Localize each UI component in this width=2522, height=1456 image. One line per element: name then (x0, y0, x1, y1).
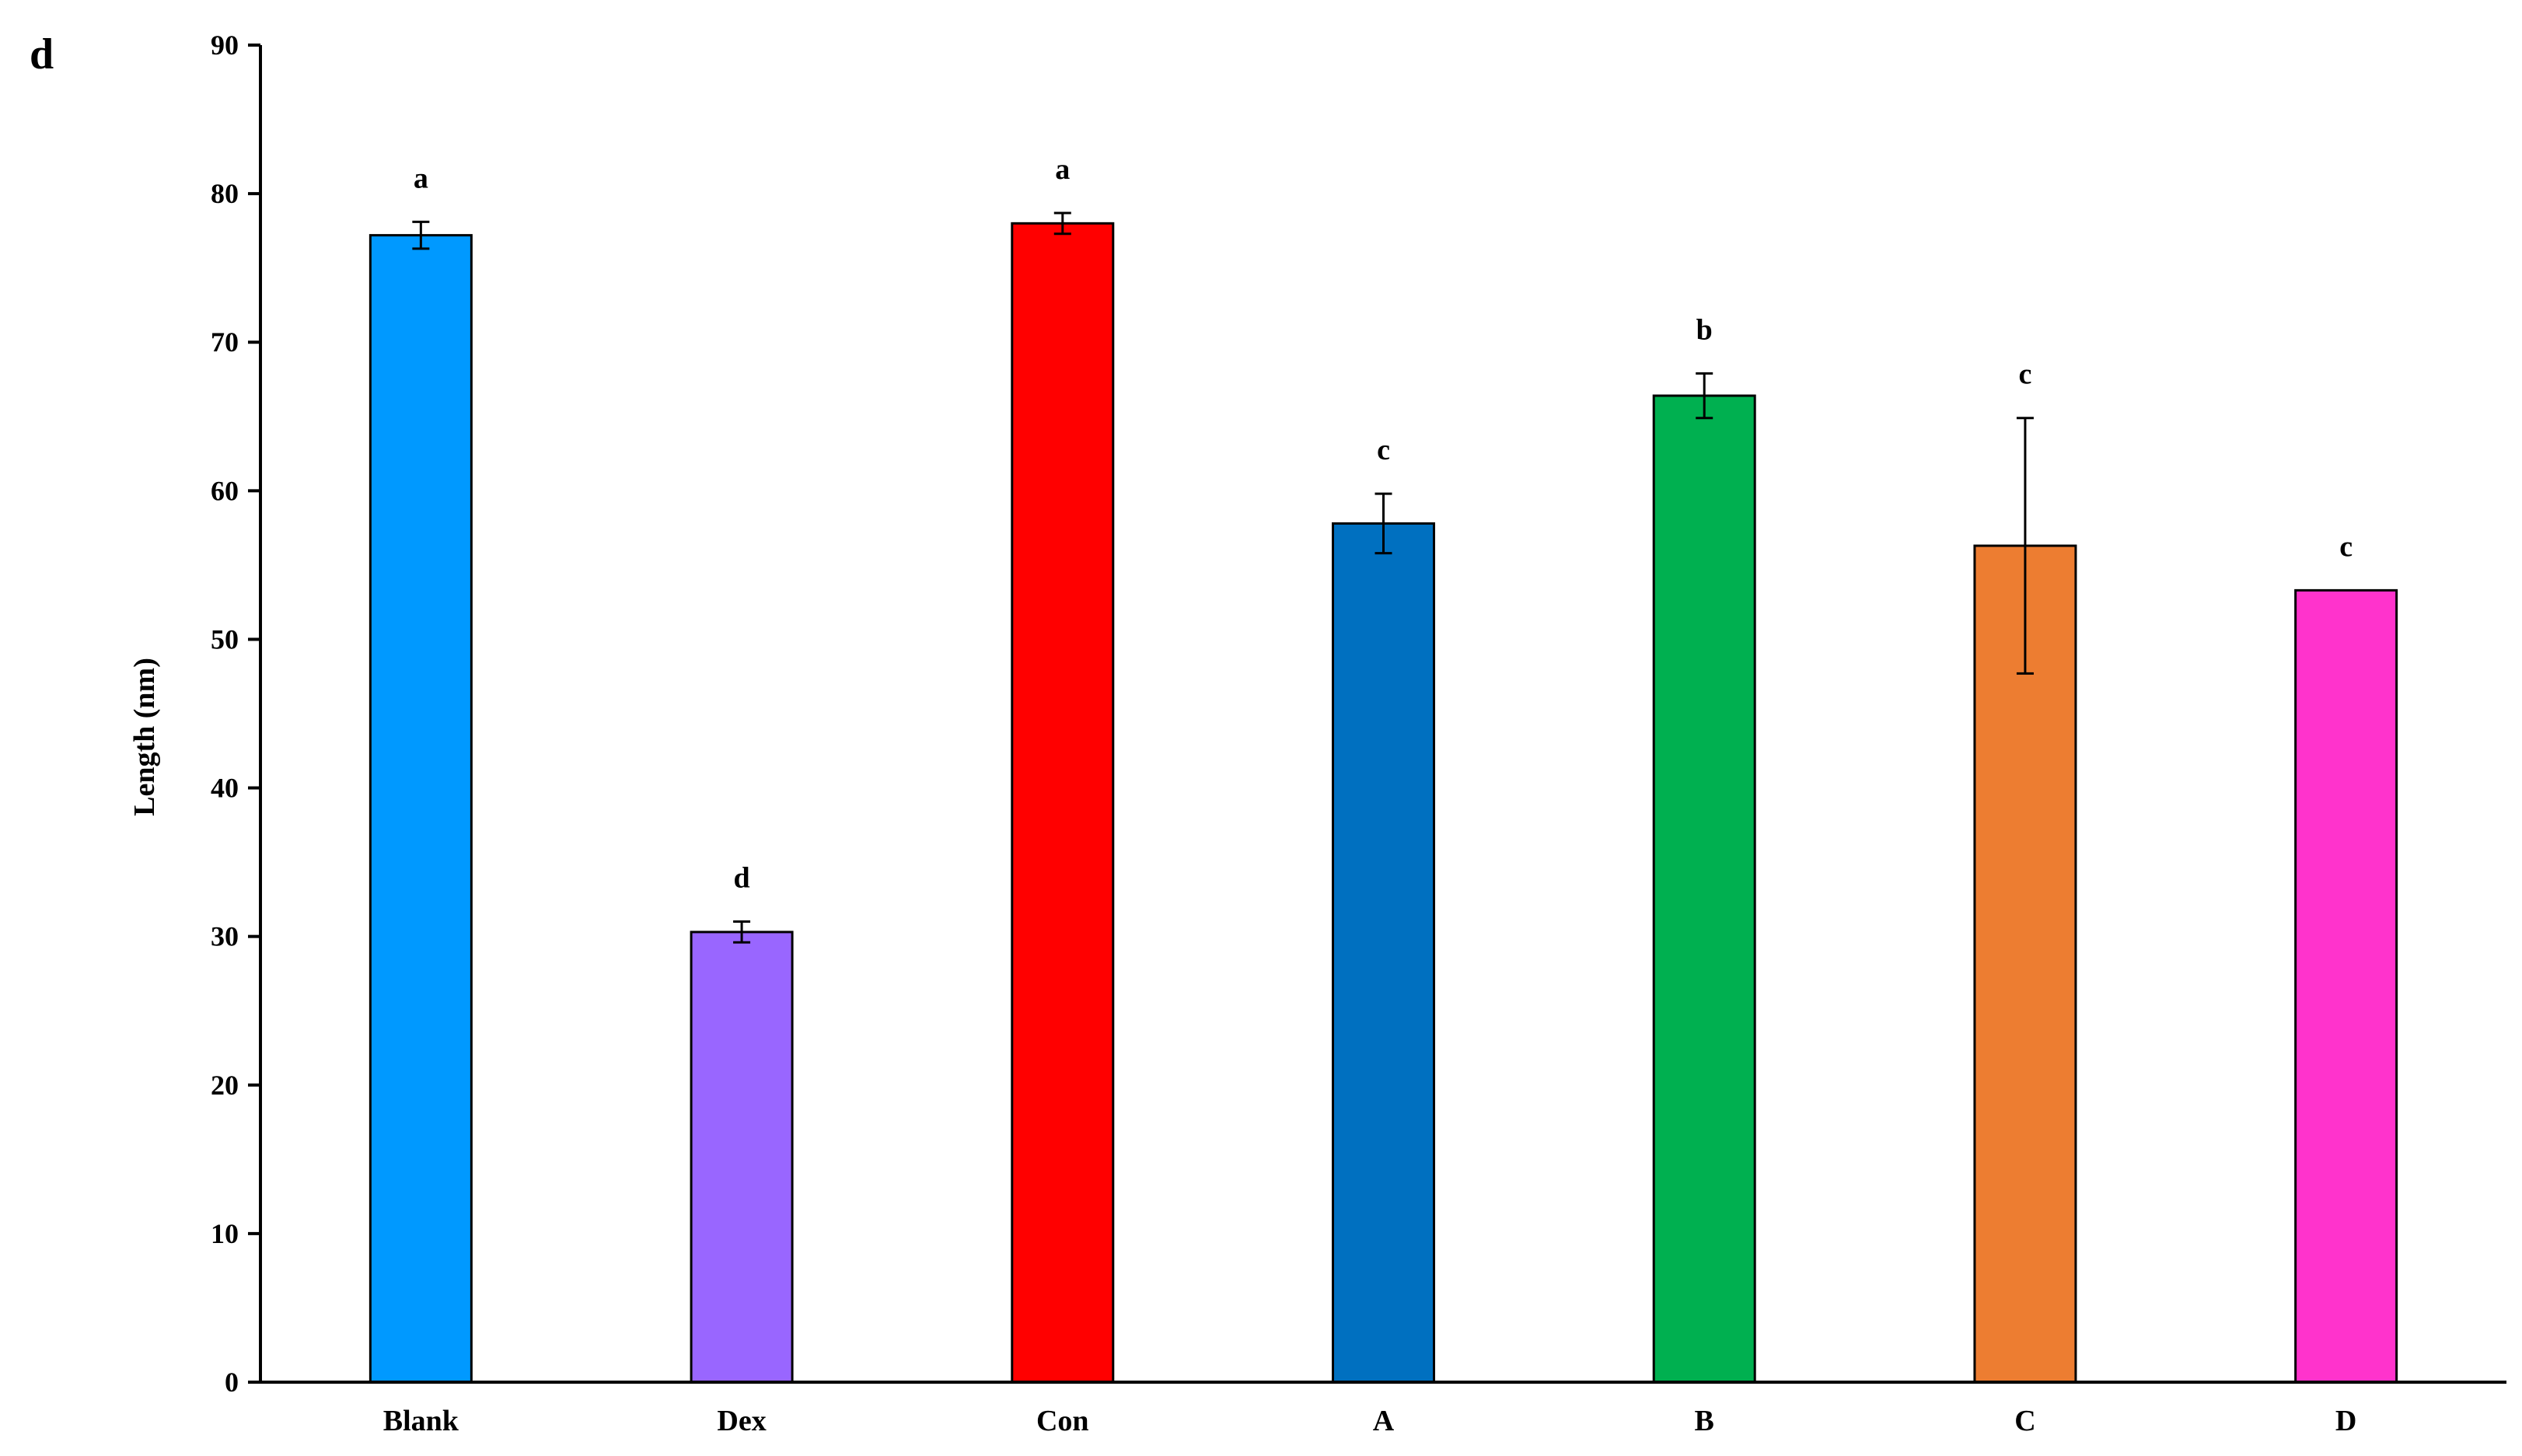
significance-label-dex: d (734, 862, 750, 895)
panel-label: d (30, 30, 54, 79)
significance-labels-layer: a d a c b c c (414, 153, 2353, 895)
x-category-label-b: B (1695, 1405, 1714, 1437)
y-tick-label: 50 (211, 623, 239, 655)
y-tick-label: 80 (211, 178, 239, 209)
significance-label-con: a (1055, 153, 1070, 186)
error-bar-c (2016, 417, 2034, 675)
error-bar-a (1375, 492, 1392, 555)
bar-c (1973, 544, 2077, 1384)
significance-label-c: c (2018, 358, 2031, 391)
significance-label-a: c (1377, 434, 1390, 466)
y-axis-title: Length (nm) (128, 658, 161, 816)
y-tick-label: 70 (211, 326, 239, 358)
bars-layer (369, 222, 2398, 1384)
y-tick-label: 10 (211, 1218, 239, 1249)
bar-d (2294, 588, 2398, 1384)
y-tick-label: 20 (211, 1070, 239, 1101)
x-category-label-dex: Dex (717, 1405, 766, 1437)
bar-blank (369, 234, 473, 1384)
significance-label-blank: a (414, 162, 428, 194)
error-bar-con (1053, 211, 1071, 236)
x-category-label-a: A (1373, 1405, 1395, 1437)
bar-a (1332, 522, 1435, 1384)
y-tick-label: 0 (225, 1367, 239, 1398)
x-category-label-d: D (2335, 1405, 2356, 1437)
y-tick-label: 40 (211, 773, 239, 804)
y-ticks-layer: 0 10 20 30 40 50 60 70 80 90 (211, 30, 260, 1398)
bar-b (1652, 394, 1756, 1384)
significance-label-b: b (1696, 313, 1713, 346)
bar-con (1011, 222, 1115, 1384)
error-bars-layer (412, 211, 2034, 944)
x-category-label-blank: Blank (383, 1405, 459, 1437)
x-category-label-c: C (2014, 1405, 2035, 1437)
bar-dex (690, 931, 794, 1384)
y-tick-label: 90 (211, 30, 239, 61)
error-bar-blank (412, 220, 430, 250)
y-tick-label: 60 (211, 475, 239, 506)
significance-label-d: c (2339, 530, 2353, 563)
error-bar-b (1696, 372, 1713, 420)
x-category-labels-layer: Blank Dex Con A B C D (383, 1405, 2357, 1437)
y-tick-label: 30 (211, 921, 239, 952)
error-bar-dex (733, 920, 751, 944)
x-category-label-con: Con (1036, 1405, 1089, 1437)
